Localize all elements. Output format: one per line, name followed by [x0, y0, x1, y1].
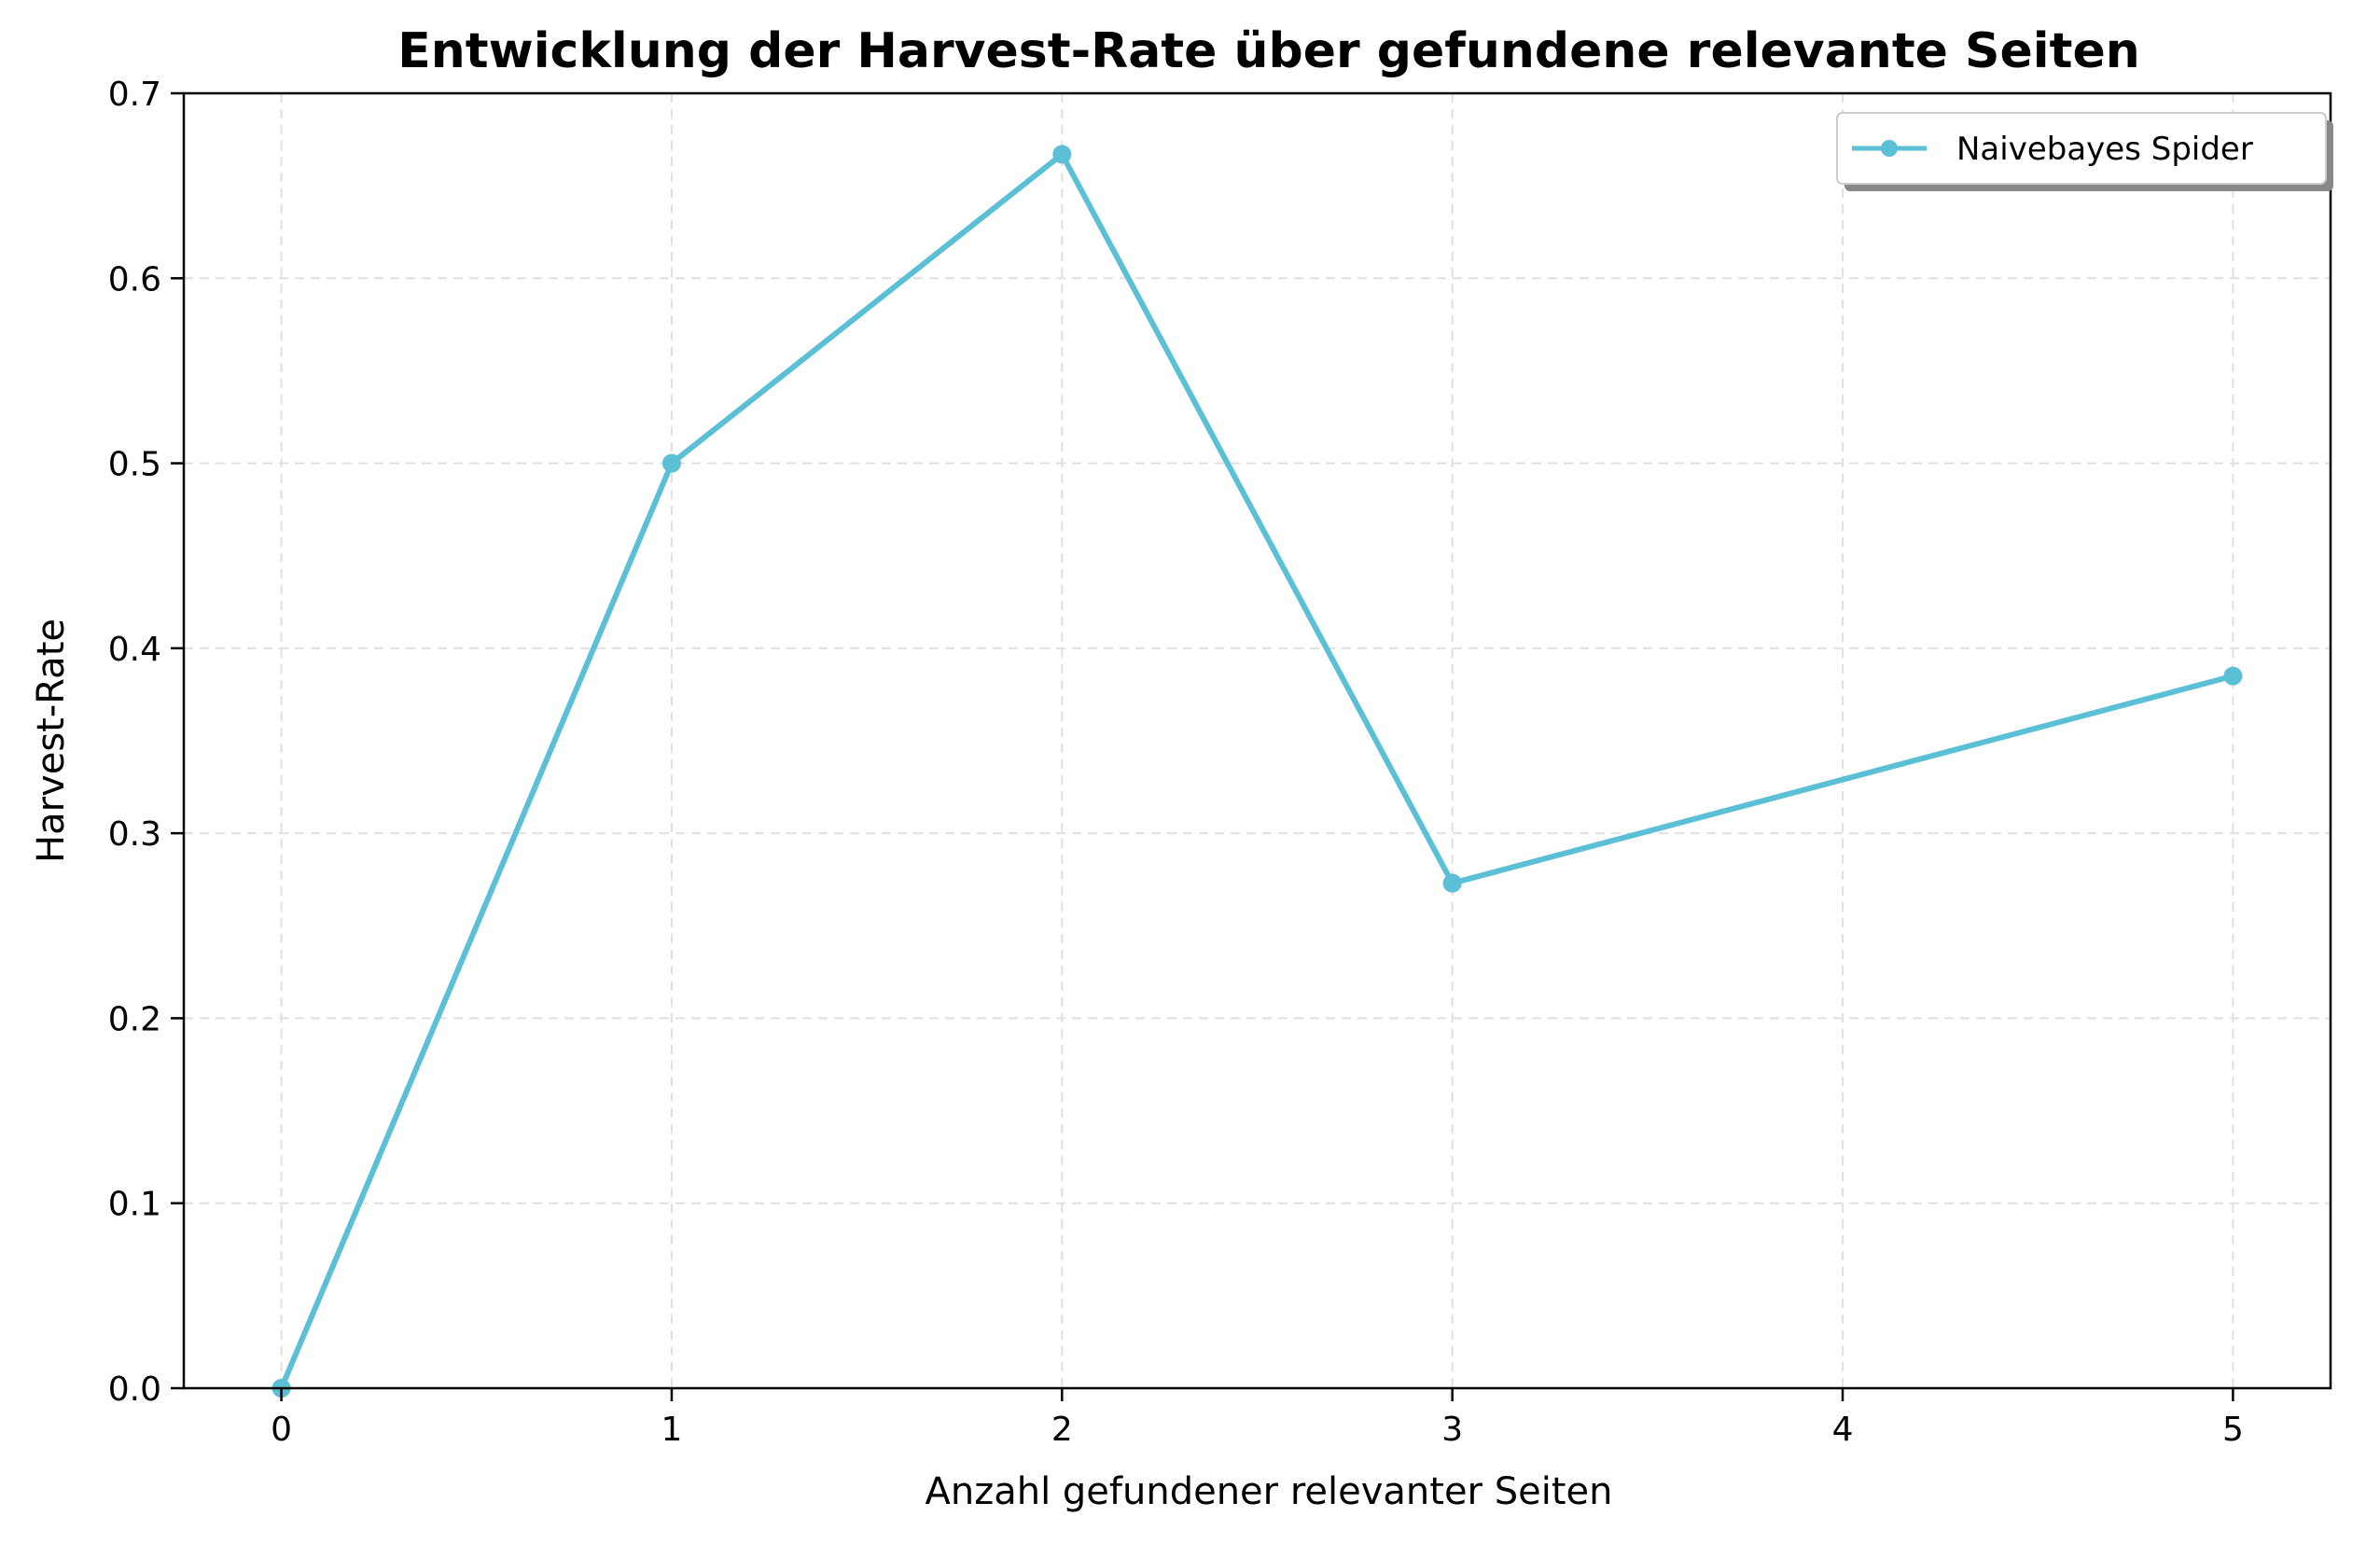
data-point	[661, 453, 681, 473]
x-tick-label: 3	[1441, 1411, 1463, 1449]
series-layer	[271, 145, 2243, 1398]
data-point	[1052, 145, 1072, 164]
y-tick-label: 0.0	[108, 1370, 161, 1409]
y-tick-label: 0.2	[108, 1000, 161, 1038]
x-tick-label: 1	[661, 1411, 683, 1449]
y-tick-label: 0.3	[108, 815, 161, 854]
y-tick-label: 0.4	[108, 631, 161, 669]
y-axis: 0.0 0.1 0.2 0.3 0.4 0.5 0.6 0.7	[108, 76, 184, 1409]
legend-box	[1836, 112, 2327, 185]
data-point	[2223, 666, 2243, 686]
legend-marker	[1881, 140, 1898, 157]
y-tick-label: 0.1	[108, 1186, 161, 1224]
x-tick-label: 5	[2222, 1411, 2244, 1449]
legend: Naivebayes Spider	[1836, 112, 2333, 191]
x-axis-label: Anzahl gefundener relevanter Seiten	[926, 1470, 1613, 1513]
plot-frame	[182, 91, 2332, 1390]
data-point	[1442, 873, 1462, 893]
y-tick-label: 0.6	[108, 260, 161, 299]
legend-entry-label: Naivebayes Spider	[1956, 131, 2253, 168]
chart-title: Entwicklung der Harvest-Rate über gefund…	[397, 23, 2139, 79]
x-tick-label: 0	[271, 1411, 292, 1449]
x-tick-label: 2	[1051, 1411, 1073, 1449]
x-tick-label: 4	[1832, 1411, 1854, 1449]
y-tick-label: 0.5	[108, 446, 161, 484]
x-axis: 0 1 2 3 4 5	[271, 1388, 2244, 1449]
y-axis-label: Harvest-Rate	[30, 619, 73, 863]
y-tick-label: 0.7	[108, 76, 161, 114]
